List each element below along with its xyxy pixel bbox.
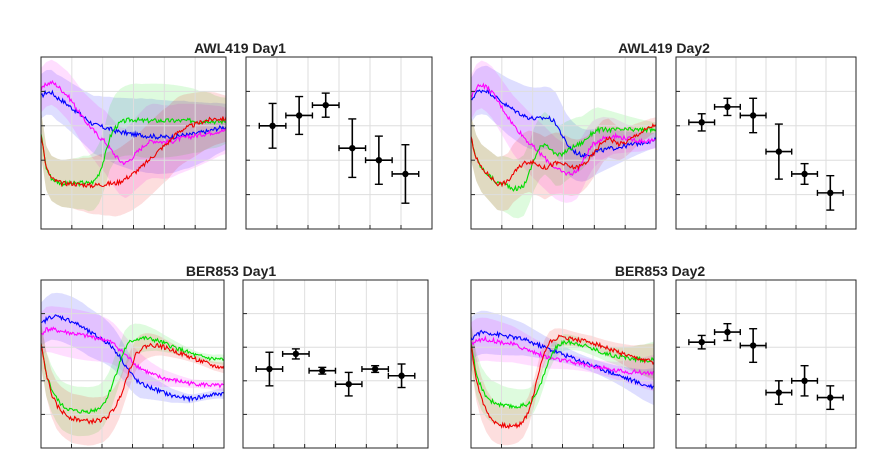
mean-marker <box>375 157 383 164</box>
error-point <box>361 364 390 374</box>
error-point <box>258 102 287 149</box>
mean-trace <box>471 87 656 159</box>
mean-marker <box>698 338 705 346</box>
mean-marker <box>398 372 405 379</box>
mean-marker <box>801 377 808 384</box>
panel-ber853-day1: BER853 Day1 <box>40 263 429 449</box>
panel-awl419-day1: AWL419 Day1 <box>40 40 433 230</box>
mean-marker <box>775 389 783 396</box>
mean-trace <box>41 326 224 389</box>
mean-marker <box>269 122 276 129</box>
mean-marker <box>749 342 757 349</box>
error-point <box>334 371 363 397</box>
error-point <box>391 144 420 204</box>
trace-plot-area <box>471 280 654 448</box>
error-point <box>281 348 310 360</box>
mean-marker <box>345 380 352 388</box>
error-point <box>688 113 716 132</box>
error-band <box>41 292 224 404</box>
panel-title: BER853 Day2 <box>615 263 705 279</box>
trace-plot-area <box>471 57 656 229</box>
error-point <box>816 385 844 411</box>
error-point <box>713 97 741 117</box>
error-point <box>765 123 793 180</box>
panel-title: BER853 Day1 <box>186 263 276 279</box>
mean-marker <box>349 144 356 152</box>
panel-title: AWL419 Day2 <box>618 40 710 56</box>
mean-marker <box>698 119 705 126</box>
mean-trace <box>471 338 654 410</box>
mean-marker <box>775 148 783 155</box>
mean-marker <box>827 394 834 401</box>
mean-trace <box>41 342 224 426</box>
mean-trace <box>41 116 226 189</box>
error-point <box>285 95 314 136</box>
mean-trace <box>471 329 654 391</box>
mean-marker <box>827 189 834 197</box>
mean-trace <box>471 122 656 188</box>
error-point <box>713 322 741 342</box>
mean-marker <box>266 365 273 373</box>
mean-trace <box>41 79 226 166</box>
mean-marker <box>801 170 808 178</box>
trace-plot-area <box>41 280 224 448</box>
error-point <box>816 174 844 211</box>
error-point <box>387 363 416 389</box>
error-point <box>765 380 793 406</box>
mean-marker <box>402 170 409 178</box>
mean-trace <box>41 314 224 403</box>
mean-marker <box>371 365 379 373</box>
panel-awl419-day2: AWL419 Day2 <box>470 40 857 230</box>
error-point <box>791 364 819 397</box>
error-point <box>364 135 393 185</box>
mean-marker <box>322 101 329 109</box>
mean-trace <box>471 335 654 377</box>
error-point <box>791 162 819 185</box>
mean-trace <box>41 335 224 415</box>
panel-title: AWL419 Day1 <box>194 40 286 56</box>
mean-marker <box>292 350 300 358</box>
error-point <box>338 118 367 179</box>
error-point <box>308 366 337 375</box>
panel-ber853-day2: BER853 Day2 <box>470 263 857 449</box>
mean-trace <box>471 82 656 177</box>
error-point <box>255 351 284 387</box>
mean-marker <box>295 112 303 119</box>
mean-marker <box>319 367 326 374</box>
mean-marker <box>724 103 731 111</box>
error-point <box>739 97 767 134</box>
error-point <box>739 328 767 364</box>
error-point <box>311 92 340 118</box>
mean-marker <box>724 328 731 336</box>
mean-trace <box>471 334 654 430</box>
trace-plot-area <box>41 57 226 229</box>
error-point <box>688 334 716 350</box>
mean-marker <box>749 112 757 119</box>
